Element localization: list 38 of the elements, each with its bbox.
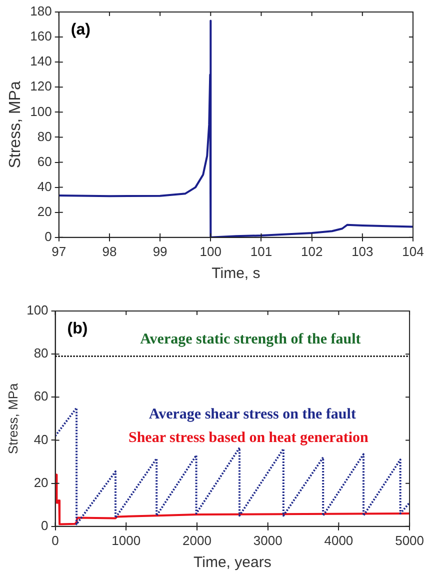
x-tick-label: 100 [200, 244, 222, 259]
y-tick-label: 80 [34, 346, 48, 361]
y-tick-label: 120 [30, 78, 52, 94]
y-tick-label: 20 [37, 204, 52, 219]
x-tick-label: 3000 [253, 532, 282, 548]
y-tick-label: 140 [30, 54, 52, 69]
y-axis-title: Stress, MPa [5, 382, 20, 454]
x-tick-label: 104 [402, 244, 424, 259]
x-axis-title: Time, years [194, 554, 272, 572]
annotation: (a) [70, 21, 90, 38]
y-tick-label: 160 [30, 28, 52, 44]
y-axis-title: Stress, MPa [7, 81, 24, 168]
x-tick-label: 103 [352, 244, 374, 259]
x-tick-label: 5000 [395, 532, 424, 548]
x-axis-title: Time, s [212, 265, 260, 282]
y-tick-label: 100 [26, 302, 48, 318]
x-tick-label: 97 [52, 244, 66, 259]
ref-line-label: Average static strength of the fault [140, 332, 361, 348]
y-tick-label: 20 [34, 474, 48, 490]
x-tick-label: 2000 [182, 532, 212, 548]
annotation: (b) [67, 320, 88, 338]
y-tick-label: 40 [37, 178, 52, 194]
y-tick-label: 60 [37, 154, 52, 169]
x-tick-label: 4000 [324, 532, 354, 548]
x-tick-label: 102 [300, 244, 323, 259]
y-tick-label: 80 [37, 128, 52, 144]
x-tick-label: 1000 [112, 532, 141, 548]
y-tick-label: 0 [41, 518, 48, 533]
x-tick-label: 99 [152, 244, 168, 259]
y-tick-label: 40 [34, 432, 48, 447]
text: Average shear stress on the fault [148, 406, 356, 422]
y-tick-label: 0 [44, 228, 52, 244]
text: Shear stress based on heat generation [128, 430, 370, 446]
x-tick-label: 101 [250, 244, 272, 259]
y-tick-label: 100 [30, 104, 52, 119]
y-tick-label: 60 [34, 388, 48, 404]
y-tick-label: 180 [30, 4, 52, 19]
x-tick-label: 98 [102, 244, 117, 259]
